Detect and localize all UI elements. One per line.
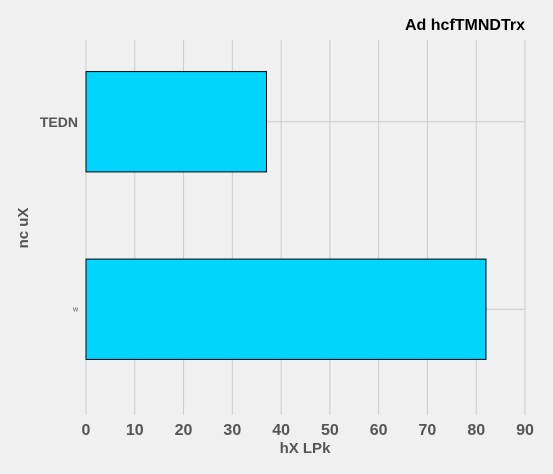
y-category-label: TEDN (40, 114, 78, 130)
x-tick-label: 20 (175, 422, 193, 439)
x-tick-label: 90 (516, 422, 534, 439)
x-tick-label: 40 (272, 422, 290, 439)
bar-2 (85, 258, 487, 360)
x-tick-label: 10 (126, 422, 144, 439)
x-tick-label: 30 (223, 422, 241, 439)
x-tick-label: 0 (82, 422, 91, 439)
x-tick-label: 70 (419, 422, 437, 439)
y-axis-label: nc uX (15, 208, 32, 249)
y-category-labels: TEDN w (40, 114, 79, 314)
bars (85, 71, 487, 360)
x-axis-label: hX LPk (280, 440, 332, 457)
x-tick-label: 50 (321, 422, 339, 439)
bar-1 (85, 71, 267, 173)
x-tick-label: 60 (370, 422, 388, 439)
x-tick-label: 80 (467, 422, 485, 439)
chart-title: Ad hcfTMNDTrx (405, 17, 525, 34)
x-tick-labels: 0 10 20 30 40 50 60 70 80 90 (82, 422, 534, 439)
y-category-label: w (72, 306, 79, 313)
